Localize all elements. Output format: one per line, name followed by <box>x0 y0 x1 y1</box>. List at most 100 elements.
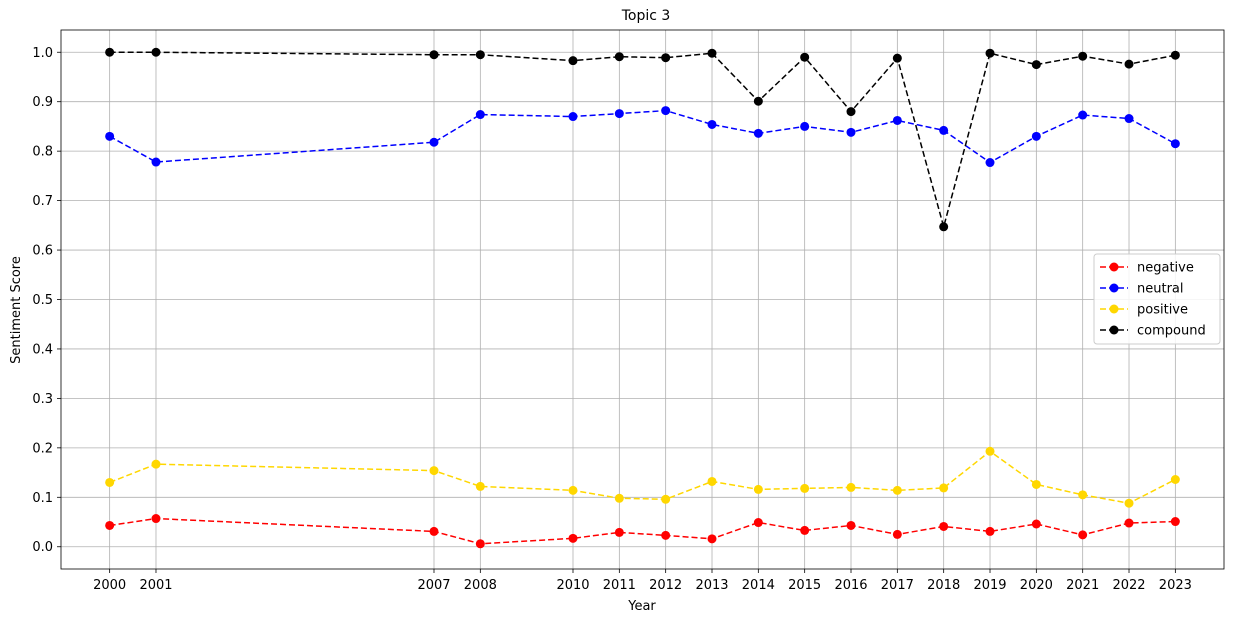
neutral-point <box>753 128 763 138</box>
neutral-point <box>892 115 902 125</box>
negative-point <box>429 526 439 536</box>
positive-point <box>939 483 949 493</box>
x-tick-label: 2014 <box>742 578 775 593</box>
legend-swatch-marker <box>1109 283 1119 293</box>
y-tick-label: 0.2 <box>32 441 53 456</box>
legend-item-positive: positive <box>1100 303 1188 318</box>
series-negative <box>105 514 1180 549</box>
positive-point <box>661 494 671 504</box>
y-axis-title: Sentiment Score <box>9 256 24 364</box>
legend-label: positive <box>1137 303 1188 318</box>
x-tick-label: 2023 <box>1159 578 1192 593</box>
negative-point <box>568 533 578 543</box>
positive-point <box>707 476 717 486</box>
x-tick-label: 2001 <box>139 578 172 593</box>
legend-label: negative <box>1137 261 1194 276</box>
positive-point <box>429 466 439 476</box>
compound-point <box>1078 51 1088 61</box>
x-tick-label: 2020 <box>1020 578 1053 593</box>
chart-title: Topic 3 <box>621 8 671 24</box>
y-tick-label: 0.5 <box>32 293 53 308</box>
legend-item-compound: compound <box>1100 324 1206 339</box>
neutral-point <box>1078 110 1088 120</box>
compound-point <box>985 48 995 58</box>
positive-point <box>568 485 578 495</box>
y-tick-label: 0.8 <box>32 145 53 160</box>
y-tick-label: 0.3 <box>32 392 53 407</box>
legend-label: neutral <box>1137 282 1184 297</box>
neutral-point <box>985 158 995 168</box>
legend-swatch-marker <box>1109 262 1119 272</box>
legend-label: compound <box>1137 324 1206 339</box>
x-tick-label: 2021 <box>1066 578 1099 593</box>
compound-point <box>800 52 810 62</box>
y-tick-label: 0.7 <box>32 194 53 209</box>
negative-point <box>614 527 624 537</box>
positive-point <box>800 483 810 493</box>
x-tick-label: 2008 <box>464 578 497 593</box>
compound-point <box>429 50 439 60</box>
neutral-point <box>429 137 439 147</box>
compound-point <box>1124 59 1134 69</box>
negative-point <box>753 518 763 528</box>
legend-swatch-marker <box>1109 304 1119 314</box>
compound-point <box>707 48 717 58</box>
positive-point <box>1170 474 1180 484</box>
positive-point <box>846 482 856 492</box>
positive-point <box>1031 479 1041 489</box>
x-tick-label: 2011 <box>603 578 636 593</box>
negative-point <box>105 520 115 530</box>
compound-point <box>753 96 763 106</box>
compound-line <box>109 51 1176 230</box>
negative-point <box>1031 519 1041 529</box>
series-neutral <box>105 106 1180 168</box>
x-tick-label: 2022 <box>1112 578 1145 593</box>
positive-point <box>892 485 902 495</box>
positive-line <box>109 450 1176 505</box>
y-tick-label: 0.4 <box>32 342 53 357</box>
negative-point <box>846 520 856 530</box>
compound-point <box>105 47 115 57</box>
y-axis-ticks: 0.0 0.1 0.2 0.3 0.4 0.5 0.6 0.7 0.8 0.9 1.0 <box>32 46 61 555</box>
neutral-point <box>568 112 578 122</box>
compound-point <box>661 53 671 63</box>
compound-point <box>892 53 902 63</box>
x-tick-label: 2000 <box>93 578 126 593</box>
negative-point <box>707 534 717 544</box>
legend-item-negative: negative <box>1100 261 1194 276</box>
x-axis-ticks: 2000 2001 2007 2008 2010 2011 2012 2013 2014 2015… <box>93 569 1192 593</box>
positive-point <box>753 484 763 494</box>
x-tick-label: 2007 <box>417 578 450 593</box>
y-tick-label: 0.6 <box>32 244 53 259</box>
negative-point <box>475 539 485 549</box>
positive-point <box>1078 490 1088 500</box>
negative-point <box>892 529 902 539</box>
neutral-line <box>109 109 1176 164</box>
x-tick-label: 2016 <box>834 578 867 593</box>
x-tick-label: 2015 <box>788 578 821 593</box>
legend: negative neutral positive compound <box>1093 253 1221 345</box>
positive-point <box>105 477 115 487</box>
compound-point <box>1031 60 1041 70</box>
compound-point <box>846 107 856 117</box>
y-tick-label: 0.1 <box>32 491 53 506</box>
x-tick-label: 2013 <box>695 578 728 593</box>
negative-point <box>939 521 949 531</box>
negative-point <box>800 525 810 535</box>
neutral-point <box>614 109 624 119</box>
series-compound <box>105 47 1180 232</box>
legend-item-neutral: neutral <box>1100 282 1184 297</box>
positive-point <box>475 481 485 491</box>
x-tick-label: 2019 <box>973 578 1006 593</box>
legend-swatch-marker <box>1109 325 1119 335</box>
compound-point <box>1170 50 1180 60</box>
compound-point <box>475 50 485 60</box>
y-tick-label: 0.9 <box>32 95 53 110</box>
neutral-point <box>1031 131 1041 141</box>
compound-point <box>151 47 161 57</box>
x-tick-label: 2012 <box>649 578 682 593</box>
positive-point <box>1124 498 1134 508</box>
negative-point <box>1170 517 1180 527</box>
neutral-point <box>707 119 717 129</box>
